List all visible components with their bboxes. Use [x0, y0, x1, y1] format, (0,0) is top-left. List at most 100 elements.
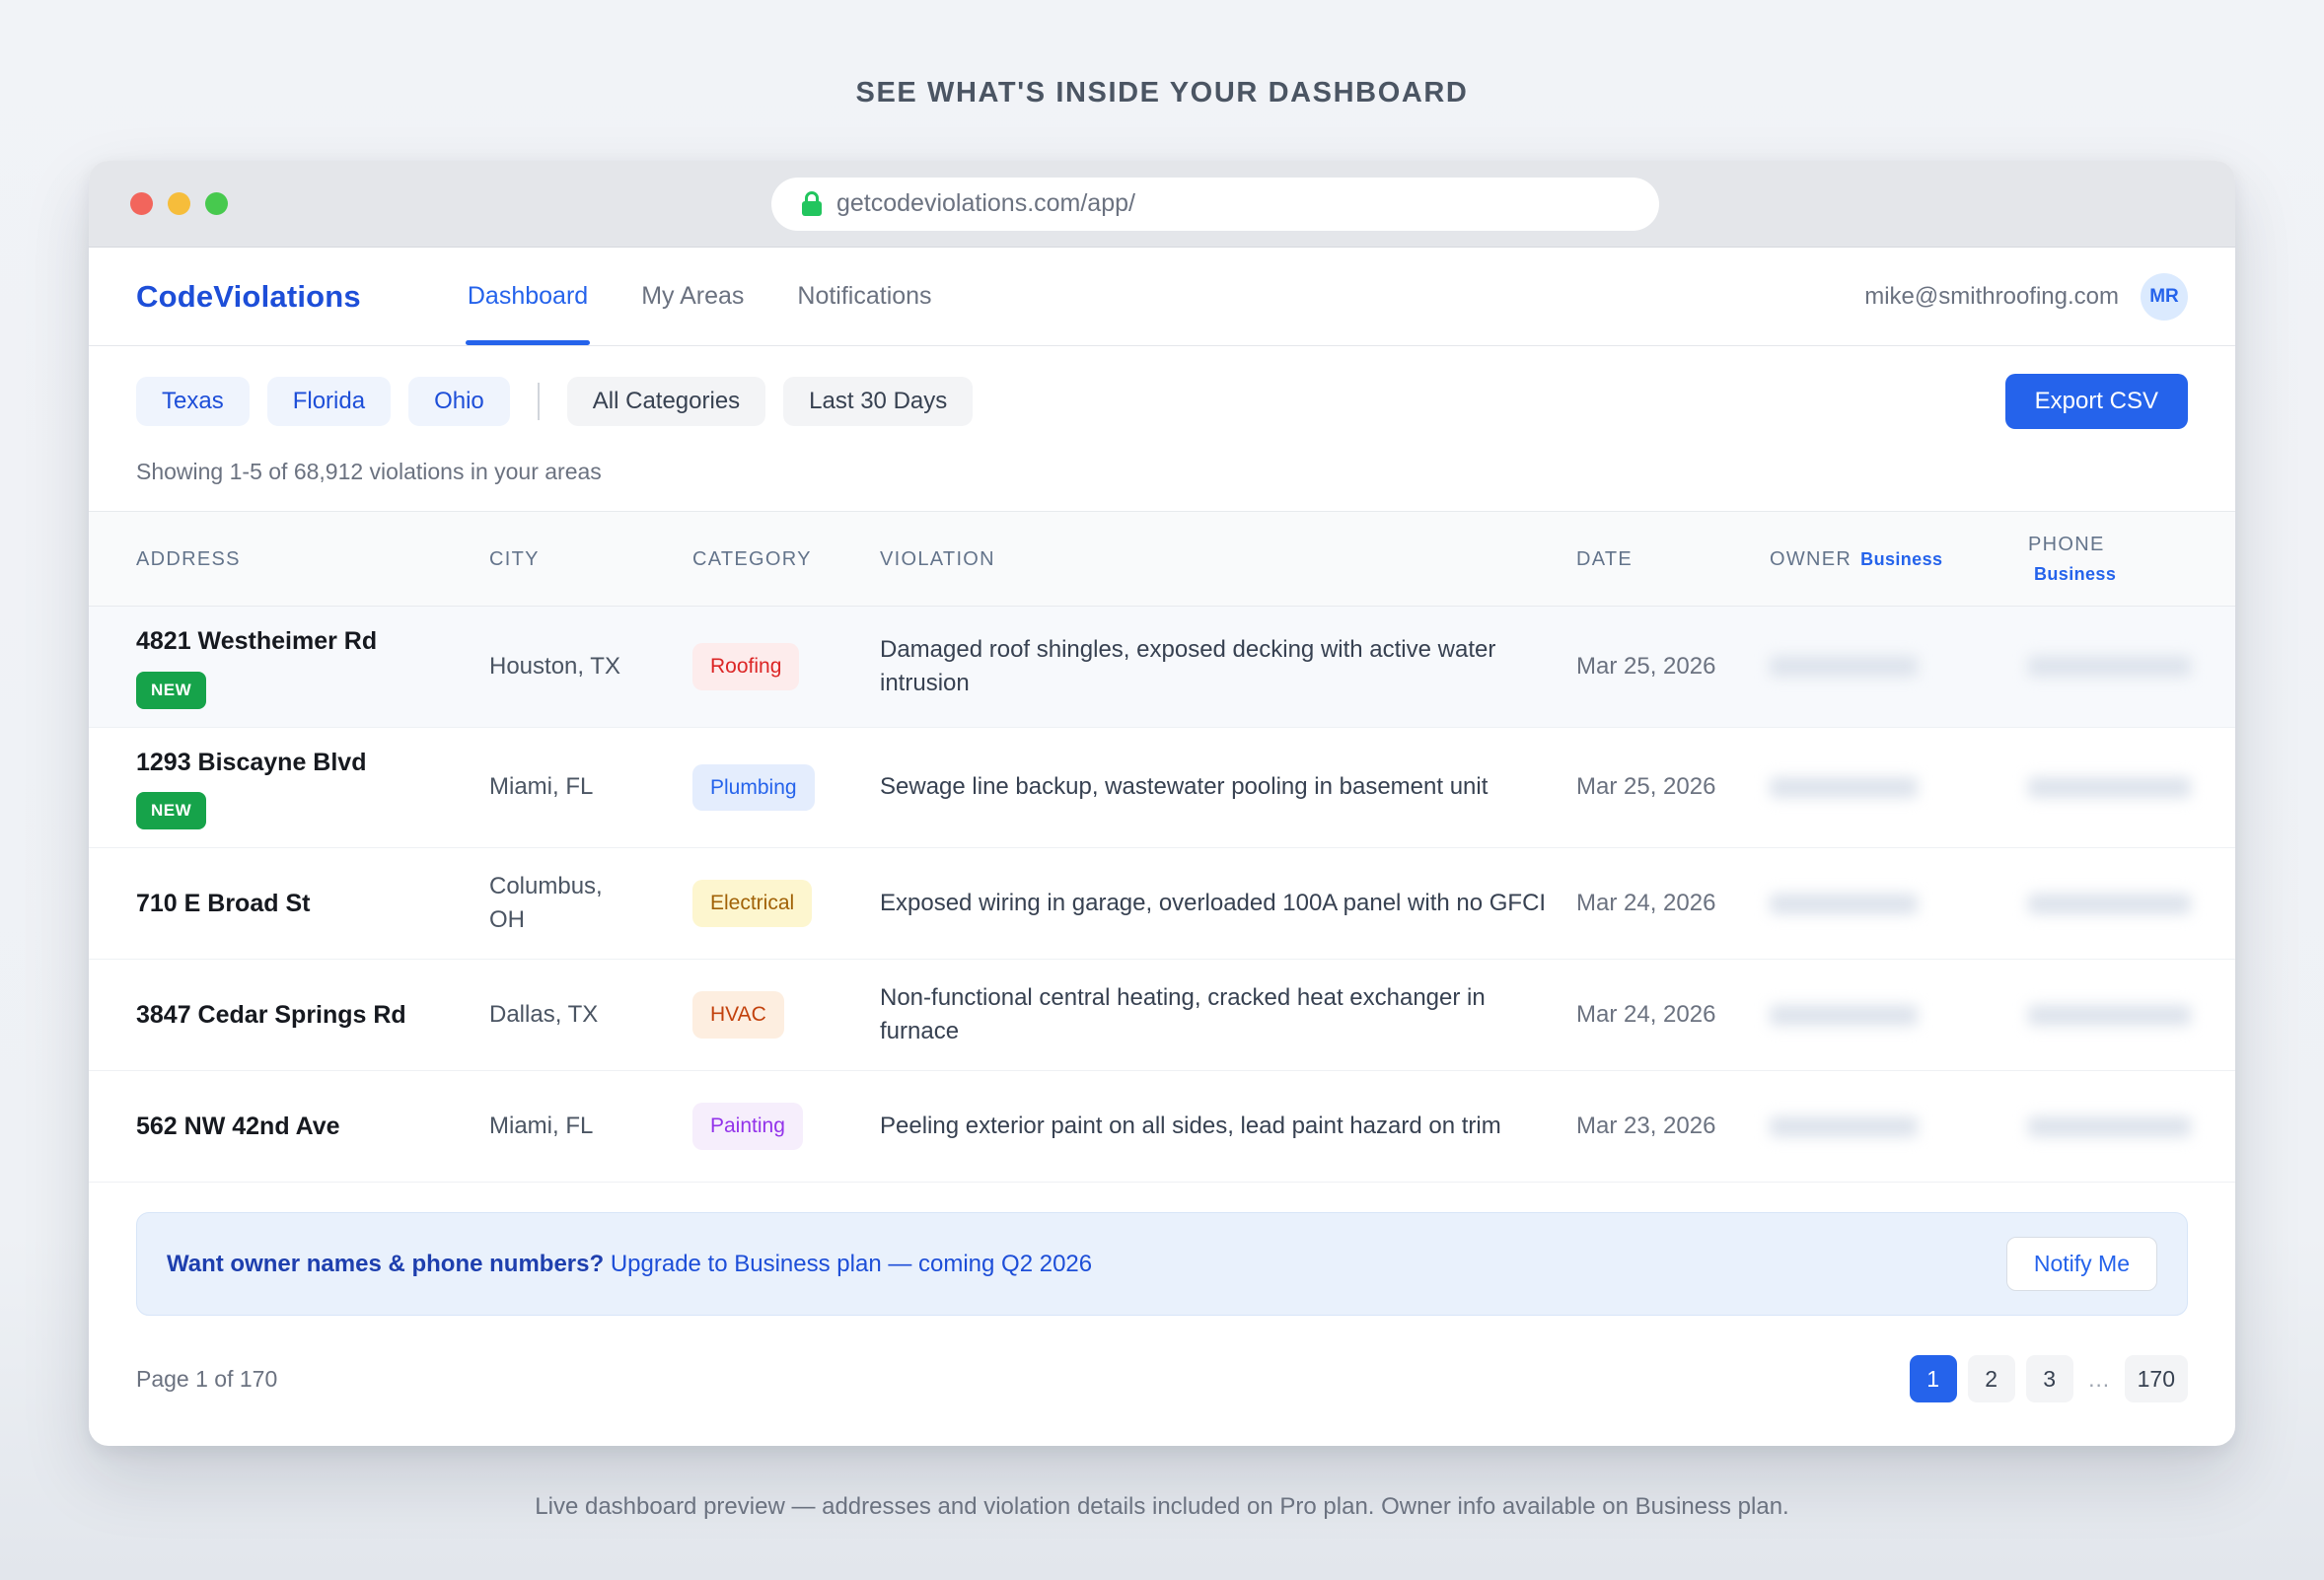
- redacted-phone: [2028, 656, 2191, 678]
- owner-cell: [1770, 1115, 2028, 1137]
- date-cell: Mar 25, 2026: [1576, 773, 1716, 801]
- address-cell: 3847 Cedar Springs Rd: [136, 998, 489, 1034]
- pagination: 1 2 3… 170: [1909, 1355, 2188, 1403]
- maximize-window-icon[interactable]: [205, 192, 228, 215]
- table-header: ADDRESS CITY CATEGORY VIOLATION DATE OWNER Bus…: [89, 512, 2235, 607]
- page-summary: Page 1 of 170: [136, 1365, 278, 1392]
- address-bar[interactable]: getcodeviolations.com/app/: [771, 177, 1659, 231]
- tab-dashboard[interactable]: Dashboard: [465, 248, 591, 345]
- address-text: 710 E Broad St: [136, 889, 311, 917]
- address-cell: 1293 Biscayne Blvd NEW: [136, 746, 489, 830]
- redacted-owner: [1770, 1115, 1918, 1137]
- upgrade-banner: Want owner names & phone numbers? Upgrad…: [136, 1212, 2188, 1317]
- category-cell: Painting: [692, 1103, 880, 1151]
- state-filter-chips: Texas Florida Ohio: [136, 377, 510, 426]
- state-chip-ohio[interactable]: Ohio: [408, 377, 510, 426]
- redacted-phone: [2028, 776, 2191, 798]
- category-cell: Electrical: [692, 880, 880, 928]
- traffic-lights: [130, 192, 228, 215]
- date-cell: Mar 25, 2026: [1576, 652, 1716, 680]
- address-text: 1293 Biscayne Blvd: [136, 748, 367, 776]
- state-chip-florida[interactable]: Florida: [266, 377, 392, 426]
- violation-cell: Exposed wiring in garage, overloaded 100…: [880, 890, 1547, 917]
- phone-cell: [2028, 893, 2211, 914]
- column-header-address: ADDRESS: [136, 547, 241, 570]
- export-csv-button[interactable]: Export CSV: [2004, 374, 2188, 429]
- user-avatar[interactable]: MR: [2141, 272, 2188, 321]
- results-summary: Showing 1-5 of 68,912 violations in your…: [89, 455, 2235, 512]
- page-button-2[interactable]: 2: [1967, 1355, 2015, 1403]
- date-cell: Mar 23, 2026: [1576, 1113, 1716, 1140]
- tab-my-areas[interactable]: My Areas: [641, 282, 745, 310]
- phone-cell: [2028, 656, 2211, 678]
- upgrade-banner-detail: Upgrade to Business plan — coming Q2 202…: [610, 1250, 1093, 1277]
- filter-divider: [537, 383, 540, 420]
- url-text: getcodeviolations.com/app/: [836, 189, 1135, 217]
- table-body: 4821 Westheimer Rd NEW Houston, TX Roofing D…: [89, 607, 2235, 1184]
- owner-cell: [1770, 1004, 2028, 1026]
- upgrade-banner-question: Want owner names & phone numbers?: [167, 1250, 605, 1277]
- lock-icon: [801, 190, 823, 217]
- tab-notifications[interactable]: Notifications: [797, 282, 932, 310]
- owner-cell: [1770, 776, 2028, 798]
- business-plan-badge: Business: [1860, 548, 1943, 569]
- column-header-owner: OWNER Business: [1770, 547, 1943, 570]
- category-chip: Painting: [692, 1103, 803, 1151]
- filter-bar: Texas Florida Ohio All Categories Last 30 …: [89, 346, 2235, 455]
- address-cell: 562 NW 42nd Ave: [136, 1110, 489, 1145]
- owner-cell: [1770, 656, 2028, 678]
- city-cell: Columbus, OH: [489, 873, 603, 934]
- page-heading: SEE WHAT'S INSIDE YOUR DASHBOARD: [855, 77, 1469, 108]
- phone-cell: [2028, 1004, 2211, 1026]
- page-button-170[interactable]: 170: [2124, 1355, 2188, 1403]
- city-cell: Miami, FL: [489, 773, 594, 801]
- address-cell: 710 E Broad St: [136, 887, 489, 922]
- owner-cell: [1770, 893, 2028, 914]
- category-chip: Roofing: [692, 642, 800, 690]
- app-navbar: CodeViolations Dashboard My Areas Notifica…: [89, 248, 2235, 346]
- date-filter-chip[interactable]: Last 30 Days: [783, 377, 974, 426]
- column-header-violation: VIOLATION: [880, 547, 995, 570]
- table-row[interactable]: 1293 Biscayne Blvd NEW Miami, FL Plumbing Se…: [89, 727, 2235, 849]
- category-chip: HVAC: [692, 991, 784, 1040]
- minimize-window-icon[interactable]: [168, 192, 190, 215]
- date-cell: Mar 24, 2026: [1576, 890, 1716, 917]
- column-header-phone: PHONE Business: [2028, 530, 2188, 588]
- category-filter-chip[interactable]: All Categories: [566, 377, 766, 426]
- category-cell: Roofing: [692, 642, 880, 690]
- phone-cell: [2028, 1115, 2211, 1137]
- close-window-icon[interactable]: [130, 192, 153, 215]
- redacted-owner: [1770, 1004, 1918, 1026]
- app-logo[interactable]: CodeViolations: [136, 278, 361, 314]
- category-chip: Plumbing: [692, 763, 815, 812]
- pagination-ellipsis: …: [2084, 1355, 2114, 1402]
- page-button-1[interactable]: 1: [1909, 1355, 1957, 1403]
- nav-user-area: mike@smithroofing.com MR: [1864, 248, 2188, 345]
- violation-cell: Damaged roof shingles, exposed decking w…: [880, 635, 1496, 696]
- state-chip-texas[interactable]: Texas: [136, 377, 250, 426]
- user-email: mike@smithroofing.com: [1864, 282, 2119, 310]
- table-row[interactable]: 3847 Cedar Springs Rd Dallas, TX HVAC Non-f…: [89, 960, 2235, 1072]
- business-plan-badge: Business: [2034, 564, 2117, 584]
- date-cell: Mar 24, 2026: [1576, 1001, 1716, 1029]
- redacted-phone: [2028, 1004, 2191, 1026]
- violation-cell: Peeling exterior paint on all sides, lea…: [880, 1113, 1501, 1140]
- category-chip: Electrical: [692, 880, 813, 928]
- column-header-category: CATEGORY: [692, 547, 812, 570]
- notify-me-button[interactable]: Notify Me: [2005, 1237, 2157, 1292]
- table-row[interactable]: 562 NW 42nd Ave Miami, FL Painting Peeling …: [89, 1071, 2235, 1184]
- nav-tabs: Dashboard My Areas Notifications: [465, 248, 932, 345]
- address-cell: 4821 Westheimer Rd NEW: [136, 624, 489, 709]
- redacted-phone: [2028, 1115, 2191, 1137]
- redacted-owner: [1770, 776, 1918, 798]
- address-text: 3847 Cedar Springs Rd: [136, 1000, 406, 1029]
- new-badge: NEW: [136, 792, 207, 830]
- category-cell: HVAC: [692, 991, 880, 1040]
- table-row[interactable]: 4821 Westheimer Rd NEW Houston, TX Roofing D…: [89, 607, 2235, 728]
- table-row[interactable]: 710 E Broad St Columbus, OH Electrical Expo…: [89, 848, 2235, 961]
- browser-chrome: getcodeviolations.com/app/: [89, 161, 2235, 248]
- page-button-3[interactable]: 3: [2025, 1355, 2073, 1403]
- address-text: 4821 Westheimer Rd: [136, 627, 378, 655]
- redacted-owner: [1770, 893, 1918, 914]
- column-header-date: DATE: [1576, 547, 1634, 570]
